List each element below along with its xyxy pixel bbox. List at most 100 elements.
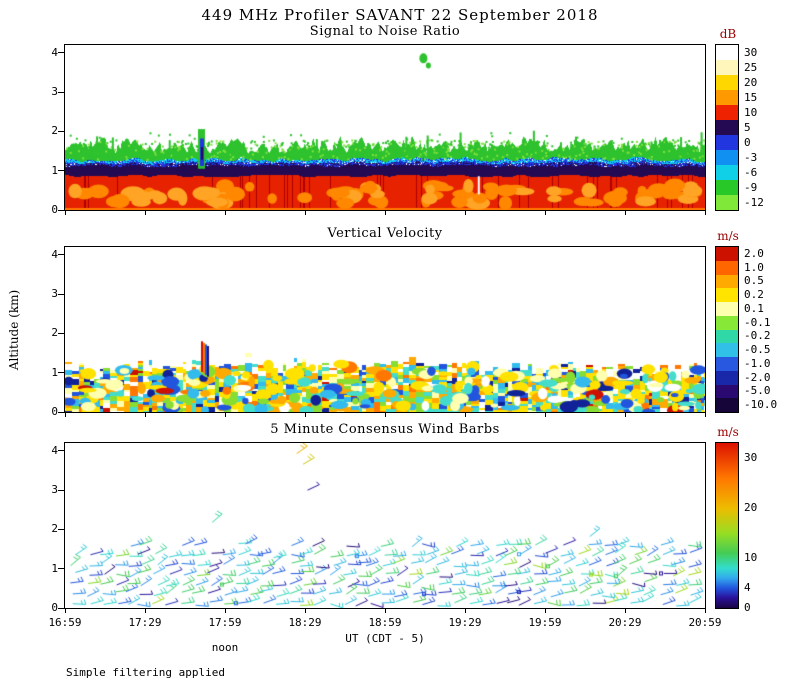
colorbar-tick-label: 10	[744, 105, 758, 119]
colorbar-tick-label: -1.0	[744, 356, 771, 370]
x-tick-mark	[545, 609, 546, 613]
vv-plot-canvas	[65, 247, 705, 412]
x-tick-label: 20:59	[688, 616, 722, 629]
panel-title-vv: Vertical Velocity	[327, 226, 443, 241]
colorbar-segment	[716, 195, 738, 210]
x-tick-mark	[625, 609, 626, 613]
colorbar-tick-label: -5.0	[744, 384, 771, 398]
x-tick-mark	[225, 609, 226, 613]
x-tick-mark	[225, 211, 226, 215]
colorbar-segment	[716, 120, 738, 135]
x-tick-mark	[705, 609, 706, 613]
colorbar-segment	[716, 105, 738, 120]
y-tick-label: 1	[51, 163, 58, 177]
x-tick-label: 17:59	[208, 616, 242, 629]
x-tick-mark	[625, 413, 626, 417]
colorbar-segment	[716, 75, 738, 90]
colorbar-unit-ms-2: m/s	[717, 425, 739, 439]
snr-colorbar	[715, 44, 739, 211]
x-tick-mark	[705, 413, 706, 417]
y-tick-mark	[58, 293, 64, 295]
y-tick-mark	[58, 372, 64, 374]
y-tick-mark	[58, 607, 64, 609]
y-tick-mark	[58, 450, 64, 452]
colorbar-segment	[716, 150, 738, 165]
colorbar-segment	[716, 135, 738, 150]
colorbar-segment	[716, 45, 738, 60]
y-tick-mark	[58, 254, 64, 256]
colorbar-unit-db: dB	[719, 27, 737, 41]
y-tick-mark	[58, 170, 64, 172]
filter-note: Simple filtering applied	[66, 666, 225, 679]
y-tick-label: 4	[51, 443, 58, 457]
panel-title-snr: Signal to Noise Ratio	[309, 24, 461, 39]
colorbar-segment	[716, 398, 738, 412]
x-tick-mark	[145, 211, 146, 215]
colorbar-tick-label: -6	[744, 165, 758, 179]
x-tick-label: 17:29	[128, 616, 162, 629]
colorbar-tick-label: -0.1	[744, 315, 771, 329]
x-tick-label: 19:59	[528, 616, 562, 629]
colorbar-tick-label: 25	[744, 60, 758, 74]
colorbar-segment	[716, 329, 738, 344]
colorbar-tick-label: 0.5	[744, 274, 764, 288]
colorbar-tick-label: 5	[744, 120, 751, 134]
y-tick-mark	[58, 209, 64, 211]
y-tick-label: 4	[51, 247, 58, 261]
x-tick-mark	[65, 413, 66, 417]
wind-plot-canvas	[65, 443, 705, 608]
x-tick-mark	[465, 211, 466, 215]
x-tick-label: 18:59	[368, 616, 402, 629]
colorbar-tick-label: 20	[744, 75, 758, 89]
colorbar-segment	[716, 180, 738, 195]
y-tick-label: 1	[51, 365, 58, 379]
y-tick-mark	[58, 130, 64, 132]
colorbar-segment	[716, 315, 738, 330]
y-tick-label: 4	[51, 45, 58, 59]
x-axis-title: UT (CDT - 5)	[345, 632, 425, 645]
x-tick-mark	[305, 413, 306, 417]
x-tick-label: 16:59	[48, 616, 82, 629]
colorbar-segment	[716, 165, 738, 180]
colorbar-tick-label: 2.0	[744, 246, 764, 260]
wind-plot-area	[64, 442, 706, 609]
wind-colorbar	[715, 442, 739, 609]
colorbar-segment	[716, 343, 738, 357]
y-tick-mark	[58, 52, 64, 54]
x-tick-label: 19:29	[448, 616, 482, 629]
colorbar-segment	[716, 260, 738, 275]
x-tick-label: 20:29	[608, 616, 642, 629]
x-tick-mark	[305, 211, 306, 215]
colorbar-segment	[716, 247, 738, 261]
y-tick-label: 0	[51, 601, 58, 614]
colorbar-tick-label: -12	[744, 195, 764, 209]
y-tick-label: 2	[51, 124, 58, 138]
y-tick-label: 3	[51, 483, 58, 497]
colorbar-tick-label: -0.5	[744, 343, 771, 357]
colorbar-tick-label: 1.0	[744, 260, 764, 274]
colorbar-tick-label: 4	[744, 581, 751, 594]
x-tick-mark	[465, 609, 466, 613]
colorbar-segment	[716, 370, 738, 385]
y-tick-label: 1	[51, 561, 58, 575]
colorbar-tick-label: 0	[744, 135, 751, 149]
colorbar-tick-label: 20	[744, 501, 758, 514]
colorbar-segment	[716, 274, 738, 289]
x-tick-mark	[65, 609, 66, 613]
x-tick-mark	[625, 211, 626, 215]
y-tick-label: 0	[51, 405, 58, 418]
x-tick-mark	[65, 211, 66, 215]
colorbar-tick-label: -10.0	[744, 398, 778, 412]
colorbar-tick-label: -9	[744, 180, 758, 194]
x-tick-mark	[305, 609, 306, 613]
y-tick-mark	[58, 91, 64, 93]
x-tick-mark	[385, 413, 386, 417]
y-tick-mark	[58, 568, 64, 570]
y-tick-mark	[58, 411, 64, 413]
colorbar-tick-label: 30	[744, 45, 758, 59]
y-tick-mark	[58, 332, 64, 334]
colorbar-tick-label: -2.0	[744, 370, 771, 384]
x-tick-mark	[465, 413, 466, 417]
colorbar-segment	[716, 384, 738, 399]
